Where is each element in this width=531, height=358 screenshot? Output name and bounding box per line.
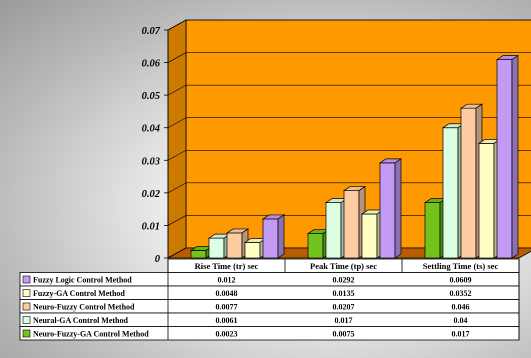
bar — [379, 162, 396, 259]
legend-swatch — [22, 316, 31, 324]
y-tick-label: 0.06 — [142, 59, 161, 70]
data-label: 0.0023 — [216, 330, 238, 339]
series-label: Neural-GA Control Method — [33, 316, 129, 325]
gridline-side — [167, 52, 187, 63]
y-tick-label: 0.02 — [142, 189, 161, 200]
bar — [442, 127, 459, 259]
y-tick-label: 0.05 — [142, 91, 160, 102]
gridline-side — [167, 84, 187, 96]
data-label: 0.017 — [335, 316, 353, 325]
series-label: Fuzzy Logic Control Method — [33, 276, 132, 285]
data-label: 0.0207 — [333, 303, 355, 312]
bar-side — [394, 158, 402, 259]
series-label: Neuro-Fuzzy Control Method — [33, 303, 135, 312]
gridline-side — [167, 19, 187, 31]
data-label: 0.0292 — [333, 276, 355, 285]
data-label: 0.0077 — [216, 303, 238, 312]
data-label: 0.0061 — [216, 316, 238, 325]
bar — [496, 59, 513, 259]
data-label: 0.012 — [218, 276, 236, 285]
gridline-side — [167, 150, 187, 161]
y-tick-label: 0.07 — [142, 26, 161, 37]
data-label: 0.0609 — [450, 276, 472, 285]
series-label: Neuro-Fuzzy-GA Control Method — [33, 330, 149, 339]
y-tick-label: 0.01 — [142, 221, 160, 232]
data-label: 0.0135 — [333, 289, 355, 298]
bar-side — [511, 54, 519, 259]
bar — [361, 213, 378, 259]
category-label: Rise Time (tr) sec — [195, 261, 259, 271]
data-label: 0.046 — [452, 303, 470, 312]
category-label: Peak Time (tp) sec — [310, 261, 377, 271]
legend-swatch — [22, 302, 31, 311]
data-label: 0.0048 — [216, 289, 238, 298]
series-label: Fuzzy-GA Control Method — [33, 289, 125, 298]
category-label: Settling Time (ts) sec — [423, 261, 499, 271]
data-label: 0.0075 — [333, 330, 355, 339]
plot-side-wall — [167, 19, 187, 259]
legend-swatch — [22, 275, 31, 284]
bar — [262, 218, 279, 259]
data-label: 0.017 — [452, 330, 470, 339]
bar — [244, 242, 261, 259]
gridline-side — [167, 117, 187, 128]
gridline-side — [167, 215, 187, 226]
bar — [478, 142, 495, 259]
bar — [325, 202, 342, 259]
data-label: 0.0352 — [450, 289, 472, 298]
y-tick-label: 0 — [155, 254, 161, 265]
bar — [343, 190, 360, 259]
bar — [190, 250, 207, 259]
bar — [307, 233, 324, 259]
data-label: 0.04 — [454, 316, 468, 325]
y-tick-label: 0.03 — [142, 156, 160, 167]
gridline-side — [167, 182, 187, 194]
legend-swatch — [22, 329, 31, 338]
bar — [226, 232, 243, 259]
y-tick-label: 0.04 — [142, 124, 160, 135]
bar — [208, 237, 225, 259]
bar — [460, 107, 477, 259]
bar — [424, 202, 441, 259]
legend-swatch — [22, 289, 31, 297]
bar-side — [277, 214, 285, 259]
